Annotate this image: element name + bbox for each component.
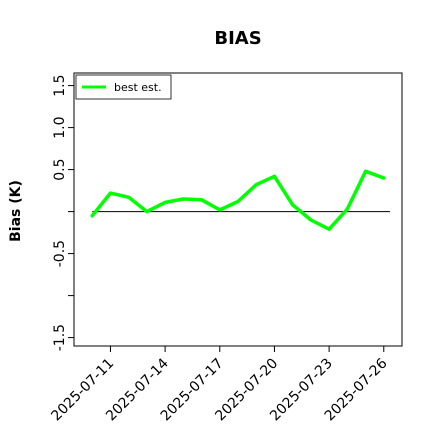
- y-axis: -1.5 -0.5 0.5 1.0 1.5: [52, 74, 74, 351]
- data-point-0-5: [182, 197, 185, 201]
- y-tick-label-0: -1.5: [52, 324, 68, 351]
- y-tick-label-2: -0.5: [52, 240, 68, 267]
- data-point-0-11: [291, 203, 294, 207]
- data-point-0-1: [109, 191, 112, 195]
- plot-frame: [73, 72, 403, 347]
- series-line-0: [90, 169, 386, 231]
- data-point-0-8: [236, 200, 240, 203]
- y-tick-label-6: 1.5: [52, 74, 68, 96]
- data-point-0-15: [364, 170, 367, 173]
- data-point-0-6: [200, 198, 203, 202]
- chart-title: BIAS: [214, 28, 261, 49]
- data-point-0-12: [309, 218, 313, 222]
- plot-area: [73, 72, 403, 347]
- y-tick-label-5: 1.0: [52, 116, 68, 138]
- y-tick-label-4: 0.5: [52, 158, 68, 180]
- data-point-0-2: [127, 196, 130, 199]
- data-point-0-10: [273, 175, 276, 178]
- data-point-0-4: [163, 201, 167, 204]
- x-axis: 2025-07-112025-07-142025-07-172025-07-20…: [48, 346, 391, 424]
- series-group: [90, 169, 386, 231]
- data-point-0-13: [327, 228, 331, 231]
- y-axis-label: Bias (K): [8, 180, 24, 242]
- legend-label-best-est: best est.: [114, 81, 162, 94]
- legend: best est.: [75, 74, 172, 100]
- data-point-0-14: [346, 207, 349, 211]
- data-point-0-7: [218, 208, 221, 212]
- data-point-0-16: [382, 176, 385, 180]
- data-point-0-3: [145, 210, 149, 213]
- data-point-0-9: [255, 183, 258, 186]
- data-point-0-0: [91, 214, 94, 217]
